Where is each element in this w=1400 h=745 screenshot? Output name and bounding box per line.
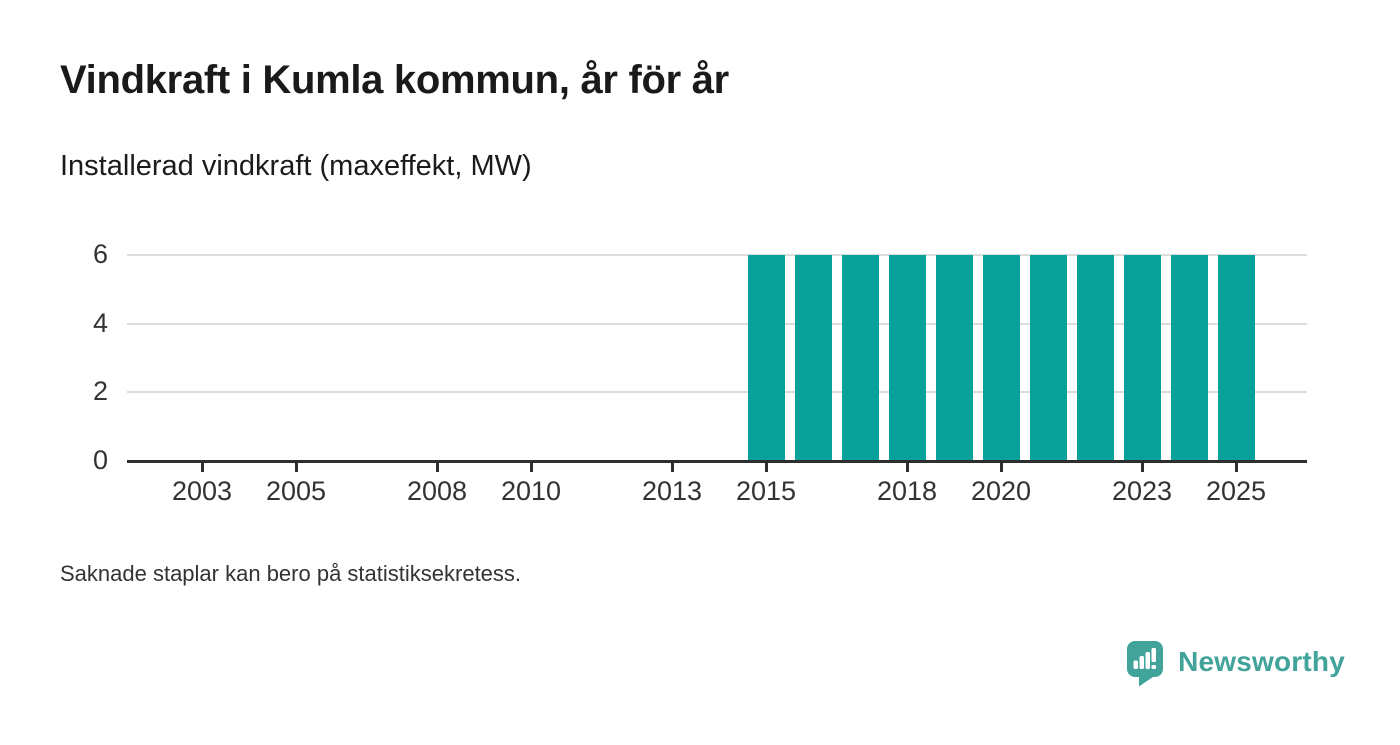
x-tick-label: 2010 — [500, 476, 562, 506]
y-tick-label: 4 — [92, 307, 108, 338]
bar-2021 — [1029, 255, 1067, 461]
x-tick-2008 — [435, 463, 439, 472]
x-tick-label: 2008 — [406, 476, 468, 506]
newsworthy-logo-text: Newsworthy — [1178, 646, 1345, 677]
gridline-4 — [127, 322, 1307, 325]
bar-2016 — [794, 255, 832, 461]
x-tick-2020 — [999, 463, 1003, 472]
x-tick-label: 2020 — [970, 476, 1032, 506]
x-tick-label: 2005 — [265, 476, 327, 506]
gridline-6 — [127, 254, 1307, 256]
bar-2019 — [935, 255, 973, 461]
x-tick-2018 — [905, 463, 909, 472]
x-tick-2013 — [670, 463, 674, 472]
x-tick-2015 — [764, 463, 768, 472]
newsworthy-speech-bubble-bar-chart-icon — [1127, 640, 1164, 686]
bar-2018 — [888, 255, 926, 461]
chart-subtitle: Installerad vindkraft (maxeffekt, MW) — [60, 150, 532, 182]
bar-2025 — [1217, 255, 1255, 461]
x-tick-label: 2003 — [171, 476, 233, 506]
x-tick-2025 — [1234, 463, 1238, 472]
bar-2020 — [982, 255, 1020, 461]
y-tick-label: 6 — [92, 238, 108, 269]
x-axis-line — [127, 460, 1307, 463]
x-tick-2003 — [200, 463, 204, 472]
x-tick-label: 2025 — [1205, 476, 1267, 506]
bar-2024 — [1170, 255, 1208, 461]
x-tick-label: 2015 — [735, 476, 797, 506]
y-tick-label: 0 — [92, 444, 108, 475]
y-tick-label: 2 — [92, 376, 108, 407]
x-tick-label: 2013 — [641, 476, 703, 506]
x-tick-2010 — [529, 463, 533, 472]
bar-2015 — [747, 255, 785, 461]
x-tick-2023 — [1140, 463, 1144, 472]
x-tick-label: 2023 — [1111, 476, 1173, 506]
bar-2022 — [1076, 255, 1114, 461]
newsworthy-logo: Newsworthy — [1127, 640, 1345, 688]
footnote: Saknade staplar kan bero på statistiksek… — [60, 561, 522, 586]
gridline-2 — [127, 391, 1307, 394]
x-tick-2005 — [294, 463, 298, 472]
chart-title: Vindkraft i Kumla kommun, år för år — [60, 58, 729, 102]
bar-2017 — [841, 255, 879, 461]
bar-2023 — [1123, 255, 1161, 461]
x-tick-label: 2018 — [876, 476, 938, 506]
